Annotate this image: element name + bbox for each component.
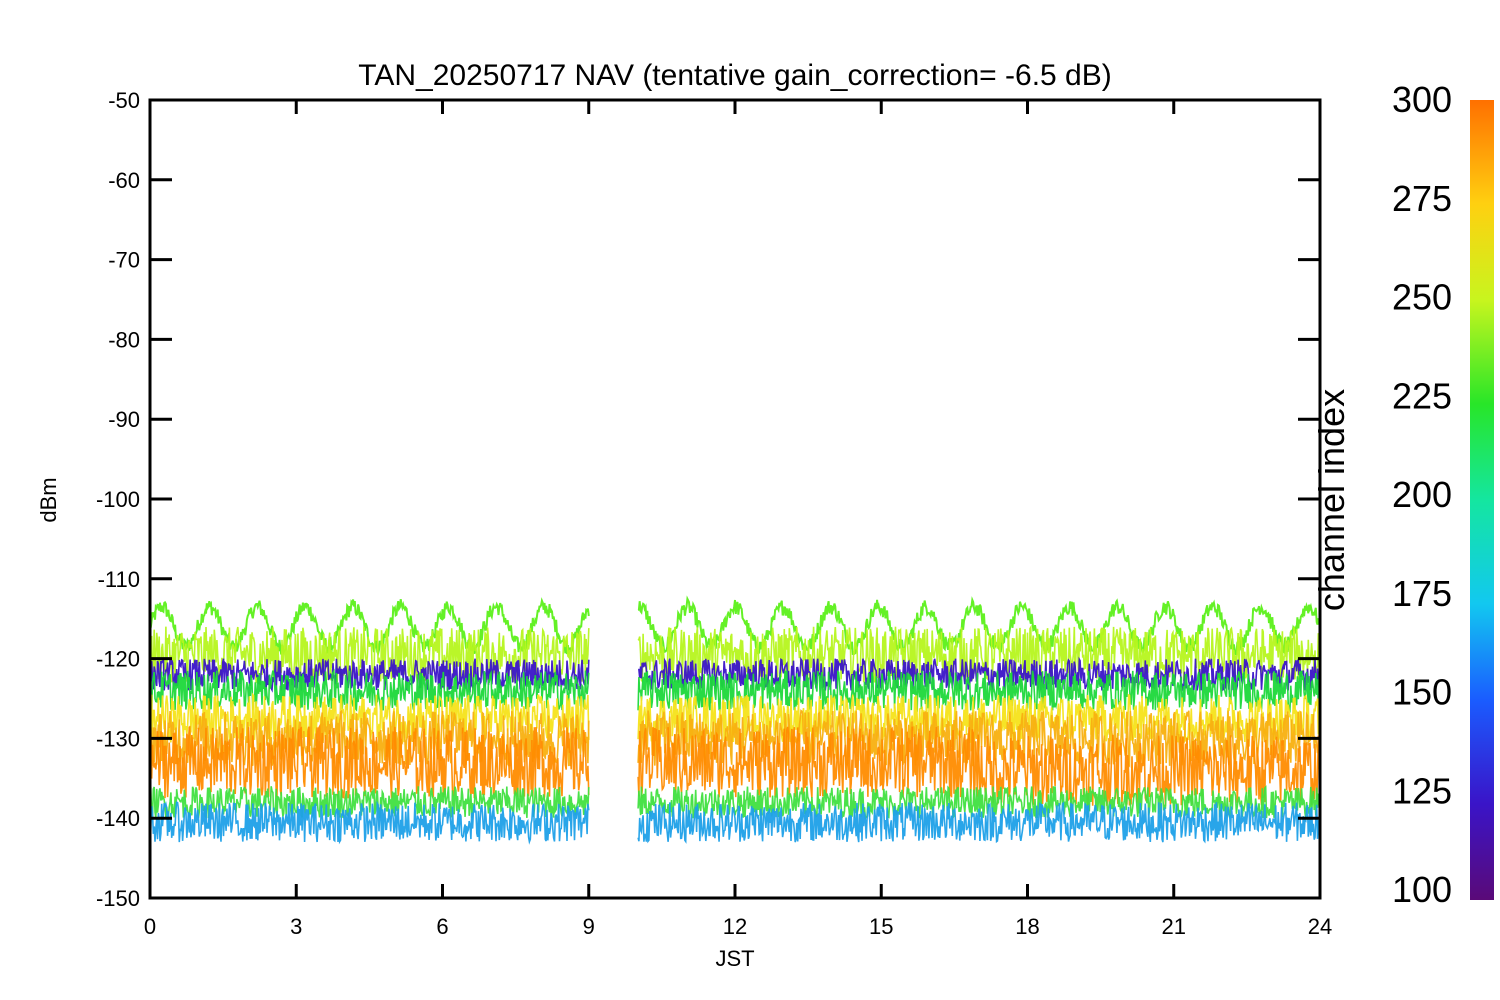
x-tick-label: 15 [869,914,893,939]
axis-ticks: 0 3 6 9 12 15 18 21 24 -50 -60 -70 -80 -90 -100 -110 -12… [96,88,1332,939]
data-series-layer [150,595,1320,845]
x-tick-label: 18 [1015,914,1039,939]
x-tick-label: 12 [723,914,747,939]
x-tick-label: 6 [436,914,448,939]
y-tick-label: -120 [96,647,140,672]
x-tick-label: 9 [583,914,595,939]
x-tick-label: 21 [1162,914,1186,939]
x-axis-label: JST [715,946,754,971]
series-line-6-segment-0 [150,723,590,799]
x-tick-label: 3 [290,914,302,939]
colorbar-tick-label: 275 [1392,178,1452,219]
y-tick-label: -150 [96,886,140,911]
colorbar-label: channel index [1311,389,1352,611]
x-tick-label: 0 [144,914,156,939]
y-tick-label: -80 [108,327,140,352]
colorbar [1470,100,1494,900]
y-tick-label: -130 [96,726,140,751]
colorbar-tick-label: 125 [1392,770,1452,811]
series-line-2-segment-0 [150,658,590,693]
y-tick-label: -60 [108,168,140,193]
y-tick-label: -110 [98,567,140,592]
colorbar-tick-label: 250 [1392,277,1452,318]
series-line-4-segment-0 [150,692,590,743]
x-tick-label: 24 [1308,914,1332,939]
y-tick-label: -70 [108,248,140,273]
series-line-3-segment-1 [637,669,1320,713]
series-line-6-segment-1 [637,726,1320,807]
y-axis-label: dBm [36,477,61,522]
series-line-8-segment-1 [637,801,1320,844]
y-tick-label: -50 [108,88,140,113]
colorbar-ticks: 300 275 250 225 200 175 150 125 100 [1392,79,1452,910]
series-line-8-segment-0 [150,800,590,845]
colorbar-tick-label: 300 [1392,79,1452,120]
y-tick-label: -90 [108,407,140,432]
y-tick-label: -140 [96,806,140,831]
series-line-2-segment-1 [638,656,1320,693]
colorbar-tick-label: 150 [1392,672,1452,713]
colorbar-tick-label: 175 [1392,573,1452,614]
colorbar-tick-label: 200 [1392,474,1452,515]
y-tick-label: -100 [96,487,140,512]
colorbar-tick-label: 100 [1392,869,1452,910]
chart-title: TAN_20250717 NAV (tentative gain_correct… [358,59,1112,92]
colorbar-tick-label: 225 [1392,375,1452,416]
